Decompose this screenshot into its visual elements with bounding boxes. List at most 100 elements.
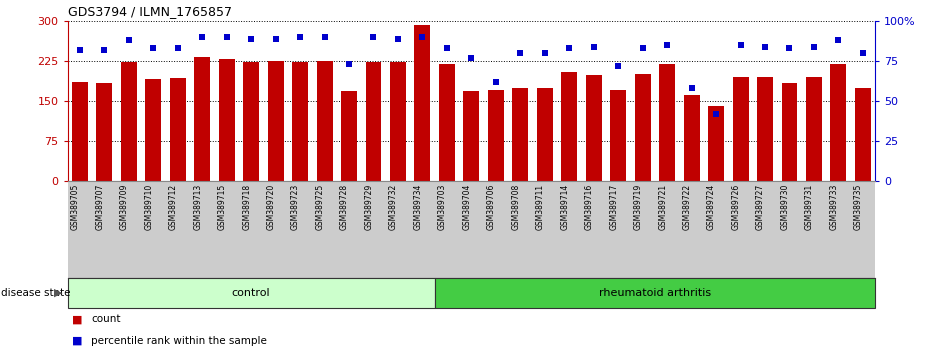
Text: ▶: ▶ (54, 288, 63, 298)
Bar (365, 62, 381, 181)
Point (97, 47, 112, 53)
Bar (316, 61, 332, 181)
Point (219, 34, 234, 40)
Point (366, 34, 381, 40)
Point (709, 111, 724, 116)
Text: GSM389714: GSM389714 (561, 183, 569, 230)
Point (758, 44, 773, 50)
Text: GSM389717: GSM389717 (609, 183, 618, 230)
Bar (414, 25, 430, 181)
Point (293, 34, 308, 40)
Bar (435, 278, 875, 308)
Point (243, 36, 258, 42)
Point (855, 50, 870, 56)
Bar (732, 77, 748, 181)
Point (831, 38, 846, 43)
Point (586, 44, 601, 50)
Text: GSM389707: GSM389707 (96, 183, 104, 230)
Text: ■: ■ (72, 336, 83, 346)
Text: GSM389703: GSM389703 (438, 183, 447, 230)
Point (391, 36, 406, 42)
Text: GSM389733: GSM389733 (829, 183, 839, 230)
Point (537, 50, 552, 56)
Point (488, 79, 503, 85)
Bar (194, 57, 210, 181)
Text: GSM389710: GSM389710 (145, 183, 153, 230)
Point (562, 46, 577, 51)
Bar (708, 106, 724, 181)
Text: GSM389730: GSM389730 (780, 183, 790, 230)
Bar (659, 64, 675, 181)
Text: GSM389716: GSM389716 (585, 183, 593, 230)
Text: GSM389726: GSM389726 (731, 183, 741, 230)
Text: GSM389734: GSM389734 (413, 183, 423, 230)
Text: ■: ■ (72, 314, 83, 325)
Bar (513, 88, 529, 181)
Text: GDS3794 / ILMN_1765857: GDS3794 / ILMN_1765857 (68, 5, 232, 18)
Bar (292, 62, 308, 181)
Point (733, 42, 748, 48)
Bar (121, 62, 137, 181)
Bar (68, 278, 435, 308)
Bar (341, 91, 357, 181)
Point (121, 38, 136, 43)
Bar (757, 77, 773, 181)
Text: GSM389718: GSM389718 (242, 183, 251, 230)
Text: GSM389719: GSM389719 (634, 183, 642, 230)
Text: GSM389725: GSM389725 (316, 183, 325, 230)
Text: rheumatoid arthritis: rheumatoid arthritis (599, 288, 711, 298)
Bar (684, 95, 700, 181)
Text: GSM389720: GSM389720 (267, 183, 276, 230)
Point (659, 42, 674, 48)
Text: GSM389704: GSM389704 (462, 183, 471, 230)
Text: GSM389728: GSM389728 (340, 183, 349, 230)
Point (513, 50, 528, 56)
Point (685, 85, 700, 91)
Text: percentile rank within the sample: percentile rank within the sample (91, 336, 267, 346)
Bar (170, 78, 186, 181)
Text: GSM389724: GSM389724 (707, 183, 716, 230)
Text: GSM389709: GSM389709 (120, 183, 129, 230)
Bar (635, 74, 651, 181)
Bar (439, 64, 454, 181)
Bar (830, 64, 846, 181)
Text: GSM389727: GSM389727 (756, 183, 765, 230)
Point (782, 46, 797, 51)
Point (610, 63, 625, 69)
Point (342, 61, 357, 67)
Point (269, 36, 284, 42)
Point (439, 46, 454, 51)
Bar (72, 82, 87, 181)
Text: GSM389715: GSM389715 (218, 183, 226, 230)
Bar (806, 77, 822, 181)
Text: GSM389722: GSM389722 (683, 183, 692, 230)
Point (464, 55, 479, 61)
Text: GSM389735: GSM389735 (854, 183, 863, 230)
Bar (537, 88, 553, 181)
Text: GSM389723: GSM389723 (291, 183, 300, 230)
Text: count: count (91, 314, 120, 325)
Point (146, 46, 161, 51)
Bar (464, 91, 479, 181)
Bar (610, 90, 626, 181)
Text: GSM389732: GSM389732 (389, 183, 398, 230)
Bar (146, 79, 162, 181)
Bar (390, 62, 406, 181)
Text: GSM389713: GSM389713 (193, 183, 202, 230)
Bar (488, 90, 504, 181)
Text: GSM389731: GSM389731 (805, 183, 814, 230)
Bar (855, 88, 870, 181)
Bar (268, 61, 284, 181)
Text: GSM389712: GSM389712 (169, 183, 177, 230)
Bar (586, 75, 602, 181)
Point (194, 34, 209, 40)
Text: GSM389708: GSM389708 (512, 183, 520, 230)
Bar (219, 59, 235, 181)
Point (415, 34, 430, 40)
Bar (97, 83, 113, 181)
Point (317, 34, 332, 40)
Text: GSM389721: GSM389721 (658, 183, 667, 230)
Point (170, 46, 185, 51)
Text: control: control (232, 288, 270, 298)
Text: disease state: disease state (1, 288, 70, 298)
